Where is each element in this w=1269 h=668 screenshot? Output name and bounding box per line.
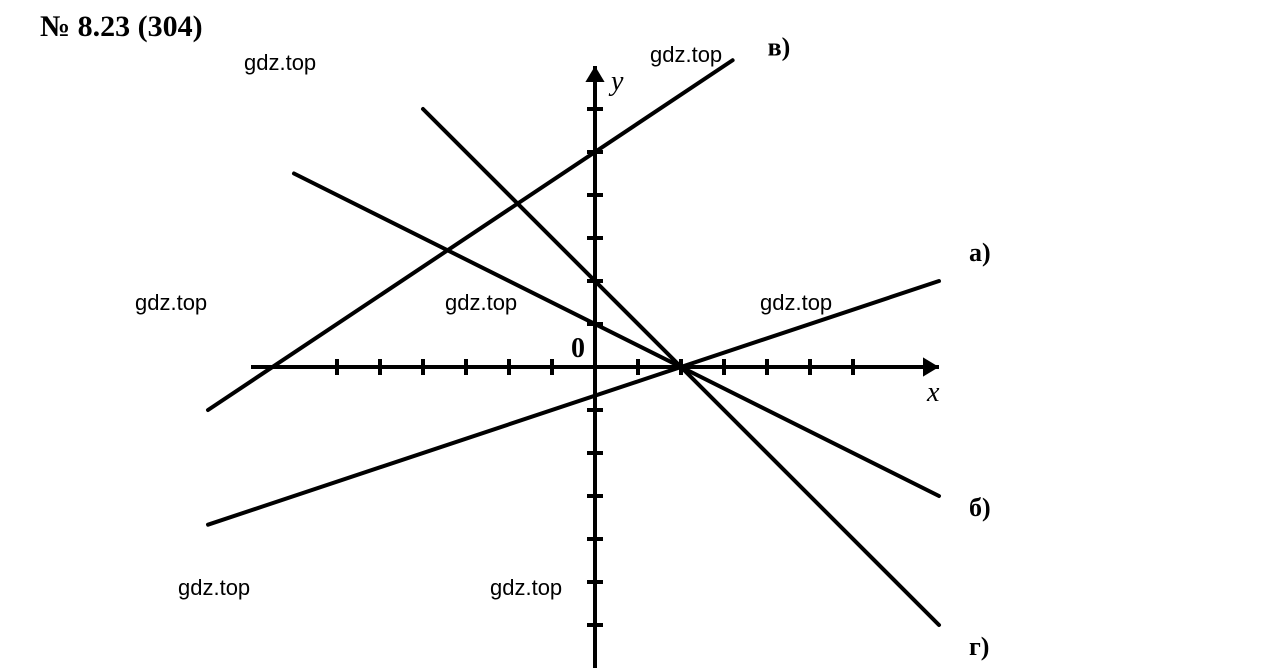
chart-line-a <box>208 281 939 525</box>
x-axis-arrow <box>923 357 939 376</box>
origin-label: 0 <box>571 333 585 364</box>
watermark: gdz.top <box>244 50 316 76</box>
line-label-v: в) <box>768 32 791 61</box>
chart-stage: № 8.23 (304) 0yxа)б)в)г) gdz.topgdz.topg… <box>0 0 1269 668</box>
y-axis-label: y <box>608 66 624 97</box>
watermark: gdz.top <box>760 290 832 316</box>
line-label-g: г) <box>969 632 989 661</box>
line-label-a: а) <box>969 238 991 267</box>
line-label-b: б) <box>969 493 991 522</box>
x-axis-label: x <box>926 377 940 408</box>
watermark: gdz.top <box>490 575 562 601</box>
watermark: gdz.top <box>135 290 207 316</box>
watermark: gdz.top <box>445 290 517 316</box>
chart-line-b <box>294 174 939 497</box>
watermark: gdz.top <box>650 42 722 68</box>
watermark: gdz.top <box>178 575 250 601</box>
line-chart: 0 y x а) б) в) г) <box>0 0 1269 668</box>
y-axis-arrow <box>585 66 604 82</box>
chart-line-v <box>208 60 733 410</box>
